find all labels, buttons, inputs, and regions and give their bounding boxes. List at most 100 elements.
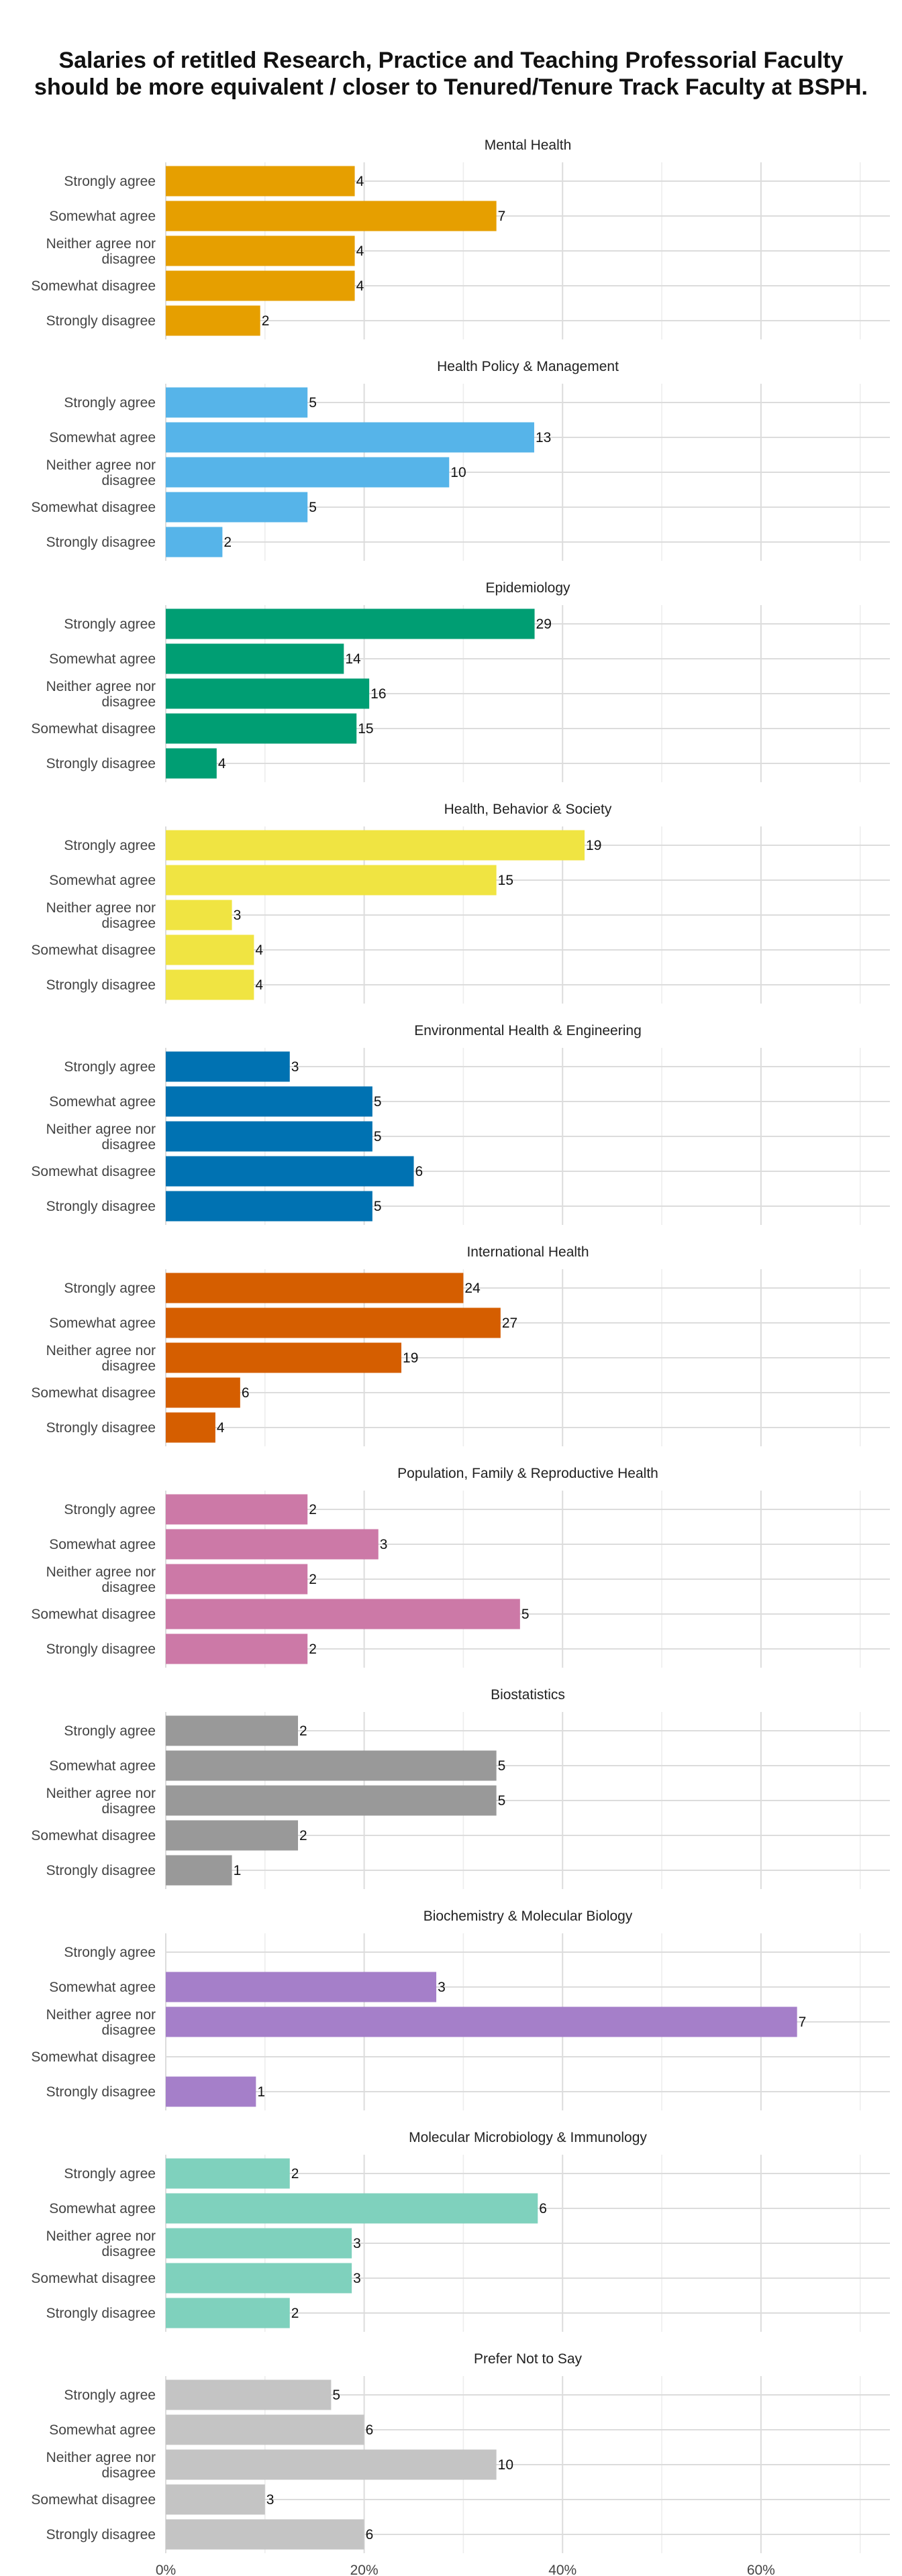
bar-value-label: 6 — [366, 2422, 374, 2438]
bar-biostatistics-strongly-disagree — [166, 1855, 232, 1886]
bar-epidemiology-somewhat-disagree — [166, 713, 357, 744]
bar-value-label: 19 — [586, 838, 601, 853]
bar-value-label: 3 — [353, 2271, 361, 2286]
bar-value-label: 4 — [356, 278, 364, 294]
bar-value-label: 3 — [291, 1059, 299, 1075]
bar-value-label: 2 — [291, 2166, 299, 2182]
bar-value-label: 14 — [345, 651, 361, 667]
bar-biochemistry-and-molecular-biology-neither-agree-nor-disagree — [166, 2006, 797, 2037]
y-tick-label: Somewhat agree — [49, 1980, 156, 1995]
bar-value-label: 27 — [502, 1316, 517, 1331]
bar-value-label: 2 — [309, 1642, 317, 1657]
bar-epidemiology-strongly-agree — [166, 608, 535, 639]
y-tick-label: Somewhat disagree — [31, 1607, 156, 1622]
y-tick-label: Strongly agree — [64, 2166, 156, 2182]
bar-health-behavior-and-society-strongly-disagree — [166, 969, 254, 1000]
bar-mental-health-neither-agree-nor-disagree — [166, 235, 355, 266]
bar-value-label: 4 — [255, 943, 263, 958]
facet-title-prefer-not-to-say: Prefer Not to Say — [474, 2351, 583, 2367]
bar-value-label: 4 — [218, 756, 226, 771]
bar-molecular-microbiology-and-immunology-strongly-disagree — [166, 2298, 290, 2328]
bar-value-label: 2 — [299, 1723, 307, 1739]
bar-mental-health-strongly-disagree — [166, 305, 260, 336]
bar-international-health-somewhat-disagree — [166, 1377, 240, 1408]
facet-title-health-behavior-and-society: Health, Behavior & Society — [444, 802, 612, 817]
y-tick-label: Strongly disagree — [46, 313, 156, 329]
bar-value-label: 5 — [498, 1758, 506, 1774]
bar-environmental-health-and-engineering-strongly-agree — [166, 1051, 290, 1082]
bar-epidemiology-somewhat-agree — [166, 643, 344, 674]
y-tick-label: Strongly disagree — [46, 2527, 156, 2542]
x-tick-label: 0% — [156, 2563, 176, 2576]
bar-prefer-not-to-say-strongly-agree — [166, 2379, 332, 2410]
bar-value-label: 24 — [464, 1281, 481, 1296]
y-tick-label: Somewhat disagree — [31, 721, 156, 737]
bar-international-health-neither-agree-nor-disagree — [166, 1342, 402, 1373]
facet-title-molecular-microbiology-and-immunology: Molecular Microbiology & Immunology — [409, 2130, 647, 2145]
bar-value-label: 6 — [415, 1164, 423, 1179]
bar-value-label: 5 — [374, 1199, 382, 1214]
bar-environmental-health-and-engineering-somewhat-agree — [166, 1086, 372, 1117]
bar-environmental-health-and-engineering-strongly-disagree — [166, 1191, 372, 1222]
bar-mental-health-strongly-agree — [166, 166, 355, 197]
chart-title-line-2: should be more equivalent / closer to Te… — [34, 74, 868, 100]
y-tick-label: Somewhat agree — [49, 1537, 156, 1552]
bar-value-label: 2 — [309, 1502, 317, 1517]
y-tick-label: Somewhat disagree — [31, 2271, 156, 2286]
bar-value-label: 10 — [450, 465, 466, 480]
y-tick-label: Somewhat disagree — [31, 1164, 156, 1179]
y-tick-label: Somewhat disagree — [31, 1385, 156, 1401]
y-tick-label: Strongly agree — [64, 1059, 156, 1075]
bar-value-label: 6 — [366, 2527, 374, 2542]
bar-biostatistics-somewhat-disagree — [166, 1820, 299, 1851]
y-tick-label: Somewhat agree — [49, 430, 156, 445]
y-tick-label: Strongly agree — [64, 395, 156, 411]
y-tick-label: Somewhat agree — [49, 209, 156, 224]
bar-biochemistry-and-molecular-biology-somewhat-agree — [166, 1972, 437, 2002]
y-tick-label: Somewhat agree — [49, 1758, 156, 1774]
bar-international-health-strongly-disagree — [166, 1412, 215, 1443]
bar-international-health-somewhat-agree — [166, 1307, 501, 1338]
y-tick-label: Strongly disagree — [46, 756, 156, 771]
bar-value-label: 29 — [536, 616, 552, 632]
facet-title-epidemiology: Epidemiology — [485, 580, 570, 596]
bar-health-policy-and-management-neither-agree-nor-disagree — [166, 457, 450, 488]
bar-value-label: 5 — [521, 1607, 530, 1622]
bar-value-label: 4 — [255, 977, 263, 993]
bar-value-label: 1 — [257, 2084, 265, 2100]
bar-value-label: 5 — [374, 1129, 382, 1144]
y-tick-label: Somewhat agree — [49, 1094, 156, 1110]
bar-value-label: 2 — [262, 313, 270, 329]
x-tick-label: 40% — [548, 2563, 577, 2576]
bar-value-label: 1 — [234, 1863, 242, 1878]
bar-health-policy-and-management-somewhat-agree — [166, 422, 534, 453]
bar-value-label: 2 — [291, 2306, 299, 2321]
bar-health-policy-and-management-strongly-agree — [166, 387, 308, 418]
bar-value-label: 4 — [356, 244, 364, 259]
bar-epidemiology-strongly-disagree — [166, 748, 217, 779]
bar-population-family-and-reproductive-health-strongly-disagree — [166, 1633, 308, 1664]
y-tick-label: Strongly agree — [64, 1281, 156, 1296]
facet-title-biochemistry-and-molecular-biology: Biochemistry & Molecular Biology — [423, 1909, 633, 1924]
y-tick-label: Somewhat disagree — [31, 943, 156, 958]
y-tick-label: Neither agree nor disagree — [46, 236, 156, 267]
bar-prefer-not-to-say-somewhat-agree — [166, 2414, 364, 2445]
bar-value-label: 3 — [353, 2236, 361, 2251]
bar-biochemistry-and-molecular-biology-strongly-disagree — [166, 2076, 256, 2107]
bar-value-label: 7 — [498, 209, 506, 224]
bar-molecular-microbiology-and-immunology-somewhat-agree — [166, 2193, 538, 2224]
facet-title-mental-health: Mental Health — [485, 138, 572, 153]
facet-title-biostatistics: Biostatistics — [491, 1687, 565, 1703]
bar-mental-health-somewhat-agree — [166, 201, 497, 231]
y-tick-label: Strongly agree — [64, 838, 156, 853]
bar-value-label: 2 — [309, 1572, 317, 1587]
facet-title-health-policy-and-management: Health Policy & Management — [437, 359, 619, 374]
bar-epidemiology-neither-agree-nor-disagree — [166, 678, 370, 709]
bar-health-behavior-and-society-somewhat-agree — [166, 865, 497, 896]
y-tick-label: Neither agree nor disagree — [46, 1564, 156, 1595]
bar-prefer-not-to-say-neither-agree-nor-disagree — [166, 2449, 497, 2480]
facet-title-population-family-and-reproductive-health: Population, Family & Reproductive Health — [397, 1466, 658, 1481]
y-tick-label: Somewhat disagree — [31, 500, 156, 515]
y-tick-label: Strongly agree — [64, 1723, 156, 1739]
bar-value-label: 6 — [242, 1385, 250, 1401]
